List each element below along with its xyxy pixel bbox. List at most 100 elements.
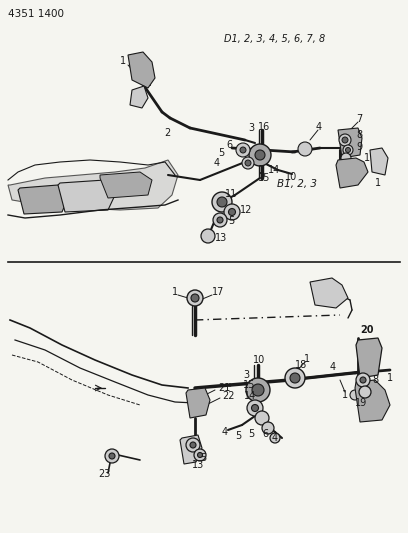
Circle shape xyxy=(247,400,263,416)
Circle shape xyxy=(186,438,200,452)
Circle shape xyxy=(285,368,305,388)
Text: 1: 1 xyxy=(364,153,370,163)
Circle shape xyxy=(242,157,254,169)
Circle shape xyxy=(245,160,251,166)
Text: 1: 1 xyxy=(120,56,126,66)
Circle shape xyxy=(213,213,227,227)
Polygon shape xyxy=(18,185,68,214)
Text: 1: 1 xyxy=(387,373,393,383)
Circle shape xyxy=(190,442,196,448)
Text: 9: 9 xyxy=(356,142,362,152)
Circle shape xyxy=(270,433,280,443)
Text: 15: 15 xyxy=(243,380,255,390)
Circle shape xyxy=(109,453,115,459)
Circle shape xyxy=(191,294,199,302)
Circle shape xyxy=(359,386,371,398)
Polygon shape xyxy=(355,380,390,422)
Polygon shape xyxy=(186,388,210,418)
Circle shape xyxy=(255,411,269,425)
Text: 23: 23 xyxy=(98,469,111,479)
Text: 17: 17 xyxy=(212,287,224,297)
Text: 13: 13 xyxy=(215,233,227,243)
Circle shape xyxy=(240,147,246,153)
Circle shape xyxy=(201,229,215,243)
Text: 4: 4 xyxy=(316,122,322,132)
Circle shape xyxy=(298,142,312,156)
Polygon shape xyxy=(180,435,202,464)
Text: D1, 2, 3, 4, 5, 6, 7, 8: D1, 2, 3, 4, 5, 6, 7, 8 xyxy=(224,34,325,44)
Text: 4: 4 xyxy=(222,427,228,437)
Text: 2: 2 xyxy=(164,128,170,138)
Circle shape xyxy=(252,384,264,396)
Text: 4: 4 xyxy=(214,158,220,168)
Text: 22: 22 xyxy=(222,391,235,401)
Circle shape xyxy=(360,377,366,383)
Polygon shape xyxy=(338,128,362,158)
Circle shape xyxy=(290,373,300,383)
Circle shape xyxy=(342,137,348,143)
Text: 18: 18 xyxy=(295,360,307,370)
Circle shape xyxy=(339,134,351,146)
Circle shape xyxy=(212,192,232,212)
Text: 6: 6 xyxy=(226,140,232,150)
Circle shape xyxy=(228,208,235,215)
Circle shape xyxy=(217,217,223,223)
Polygon shape xyxy=(100,172,152,198)
Circle shape xyxy=(341,153,351,163)
Circle shape xyxy=(197,453,202,457)
Text: 5: 5 xyxy=(228,216,234,226)
Polygon shape xyxy=(356,338,382,378)
Circle shape xyxy=(262,422,274,434)
Circle shape xyxy=(350,390,360,400)
Circle shape xyxy=(236,143,250,157)
Text: 1: 1 xyxy=(304,354,310,364)
Text: B1, 2, 3: B1, 2, 3 xyxy=(277,179,317,189)
Polygon shape xyxy=(130,86,148,108)
Circle shape xyxy=(343,145,353,155)
Circle shape xyxy=(346,148,350,152)
Text: 7: 7 xyxy=(356,114,362,124)
Circle shape xyxy=(255,150,265,160)
Text: 8: 8 xyxy=(372,375,378,385)
Text: 12: 12 xyxy=(240,205,253,215)
Text: 13: 13 xyxy=(192,460,204,470)
Text: 20: 20 xyxy=(360,325,373,335)
Text: 1: 1 xyxy=(375,178,381,188)
Circle shape xyxy=(194,449,206,461)
Text: 14: 14 xyxy=(244,391,256,401)
Text: 10: 10 xyxy=(285,172,297,182)
Circle shape xyxy=(105,449,119,463)
Circle shape xyxy=(251,405,259,411)
Circle shape xyxy=(356,373,370,387)
Text: 19: 19 xyxy=(355,398,367,408)
Polygon shape xyxy=(128,52,155,88)
Circle shape xyxy=(249,144,271,166)
Circle shape xyxy=(187,290,203,306)
Text: 5: 5 xyxy=(248,429,254,439)
Text: 4351 1400: 4351 1400 xyxy=(8,9,64,19)
Text: 11: 11 xyxy=(225,189,237,199)
Text: 15: 15 xyxy=(258,173,271,183)
Polygon shape xyxy=(370,148,388,175)
Text: 5: 5 xyxy=(235,431,241,441)
Text: 10: 10 xyxy=(253,355,265,365)
Text: 14: 14 xyxy=(268,165,280,175)
Text: 3: 3 xyxy=(243,370,249,380)
Circle shape xyxy=(217,197,227,207)
Text: 16: 16 xyxy=(258,122,270,132)
Text: 3: 3 xyxy=(248,123,254,133)
Text: 5: 5 xyxy=(218,148,224,158)
Text: 4: 4 xyxy=(272,433,278,443)
Polygon shape xyxy=(310,278,348,308)
Polygon shape xyxy=(58,180,115,212)
Circle shape xyxy=(224,204,240,220)
Text: 6: 6 xyxy=(262,429,268,439)
Text: 4: 4 xyxy=(330,362,336,372)
Text: 1: 1 xyxy=(258,165,264,175)
Polygon shape xyxy=(8,160,178,210)
Text: 8: 8 xyxy=(356,130,362,140)
Polygon shape xyxy=(336,158,368,188)
Text: 1: 1 xyxy=(172,287,178,297)
Text: 21: 21 xyxy=(218,383,231,393)
Circle shape xyxy=(246,378,270,402)
